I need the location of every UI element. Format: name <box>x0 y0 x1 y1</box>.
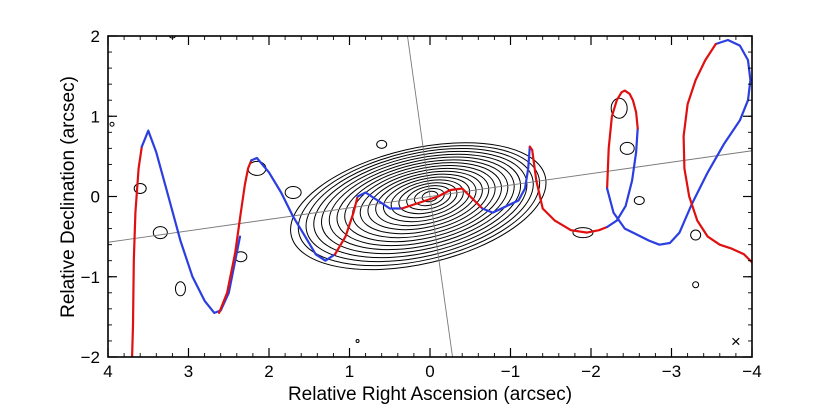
contour-line <box>367 170 483 231</box>
x-tick-label: −1 <box>501 362 520 381</box>
contour-line <box>336 159 509 247</box>
y-tick-label: 1 <box>91 107 100 126</box>
curve-segment <box>605 89 639 190</box>
x-tick-label: −2 <box>581 362 600 381</box>
curve-segment <box>131 145 143 357</box>
contour-line <box>406 185 452 211</box>
x-tick-label: 2 <box>264 362 273 381</box>
contour-line <box>359 167 490 235</box>
contour-knot <box>619 141 635 155</box>
x-tick-label: 4 <box>103 362 112 381</box>
beam-marker: × <box>731 332 741 351</box>
contour-line <box>305 147 534 263</box>
contour-line <box>321 153 522 255</box>
y-tick-label: 2 <box>91 27 100 46</box>
x-tick-label: −3 <box>662 362 681 381</box>
x-tick-label: 3 <box>184 362 193 381</box>
curve-segment <box>250 156 337 262</box>
contour-line <box>328 156 515 251</box>
y-tick-label: −2 <box>81 348 100 367</box>
contour-line <box>313 150 528 259</box>
curve-segment <box>400 187 484 210</box>
contour-line <box>398 182 458 215</box>
curve-segment <box>528 145 609 234</box>
contour-line <box>382 176 471 223</box>
curve-segment <box>140 129 242 314</box>
reference-line <box>108 150 752 243</box>
reference-lines <box>108 36 752 357</box>
contour-knot <box>152 226 168 240</box>
contour-line <box>375 173 477 227</box>
curve-segment <box>682 42 752 264</box>
curve-segment <box>218 159 253 314</box>
curve-segment <box>481 145 531 214</box>
curve-segment <box>356 191 403 210</box>
contour-knot <box>174 281 186 297</box>
contour-knot <box>284 185 302 199</box>
curve-segment <box>605 38 752 246</box>
curve-segment <box>333 195 359 256</box>
y-tick-label: 0 <box>91 188 100 207</box>
x-tick-label: 0 <box>425 362 434 381</box>
curve-segment <box>605 127 639 229</box>
contour-line <box>290 142 547 271</box>
y-tick-labels: 2 1 0 −1 −2 <box>81 27 100 367</box>
contour-knot <box>133 182 147 194</box>
x-axis-title: Relative Right Ascension (arcsec) <box>288 384 572 405</box>
contour-knot <box>355 338 360 343</box>
y-axis-title: Relative Declination (arcsec) <box>58 76 79 318</box>
contour-line <box>344 162 502 243</box>
model-curve <box>131 38 752 357</box>
contour-knot <box>572 227 594 239</box>
y-tick-label: −1 <box>81 268 100 287</box>
x-tick-label: 1 <box>345 362 354 381</box>
contour-map <box>109 36 702 343</box>
contour-line <box>351 165 496 239</box>
axis-ticks <box>107 35 753 358</box>
contour-knot <box>376 139 388 149</box>
contour-knot <box>109 121 115 127</box>
x-tick-label: −4 <box>742 362 761 381</box>
contour-knot <box>690 229 702 241</box>
x-tick-labels: 4 3 2 1 0 −1 −2 −3 −4 <box>103 362 761 381</box>
contour-line <box>297 145 541 267</box>
contour-knot <box>692 281 700 289</box>
contour-knot <box>633 196 645 206</box>
